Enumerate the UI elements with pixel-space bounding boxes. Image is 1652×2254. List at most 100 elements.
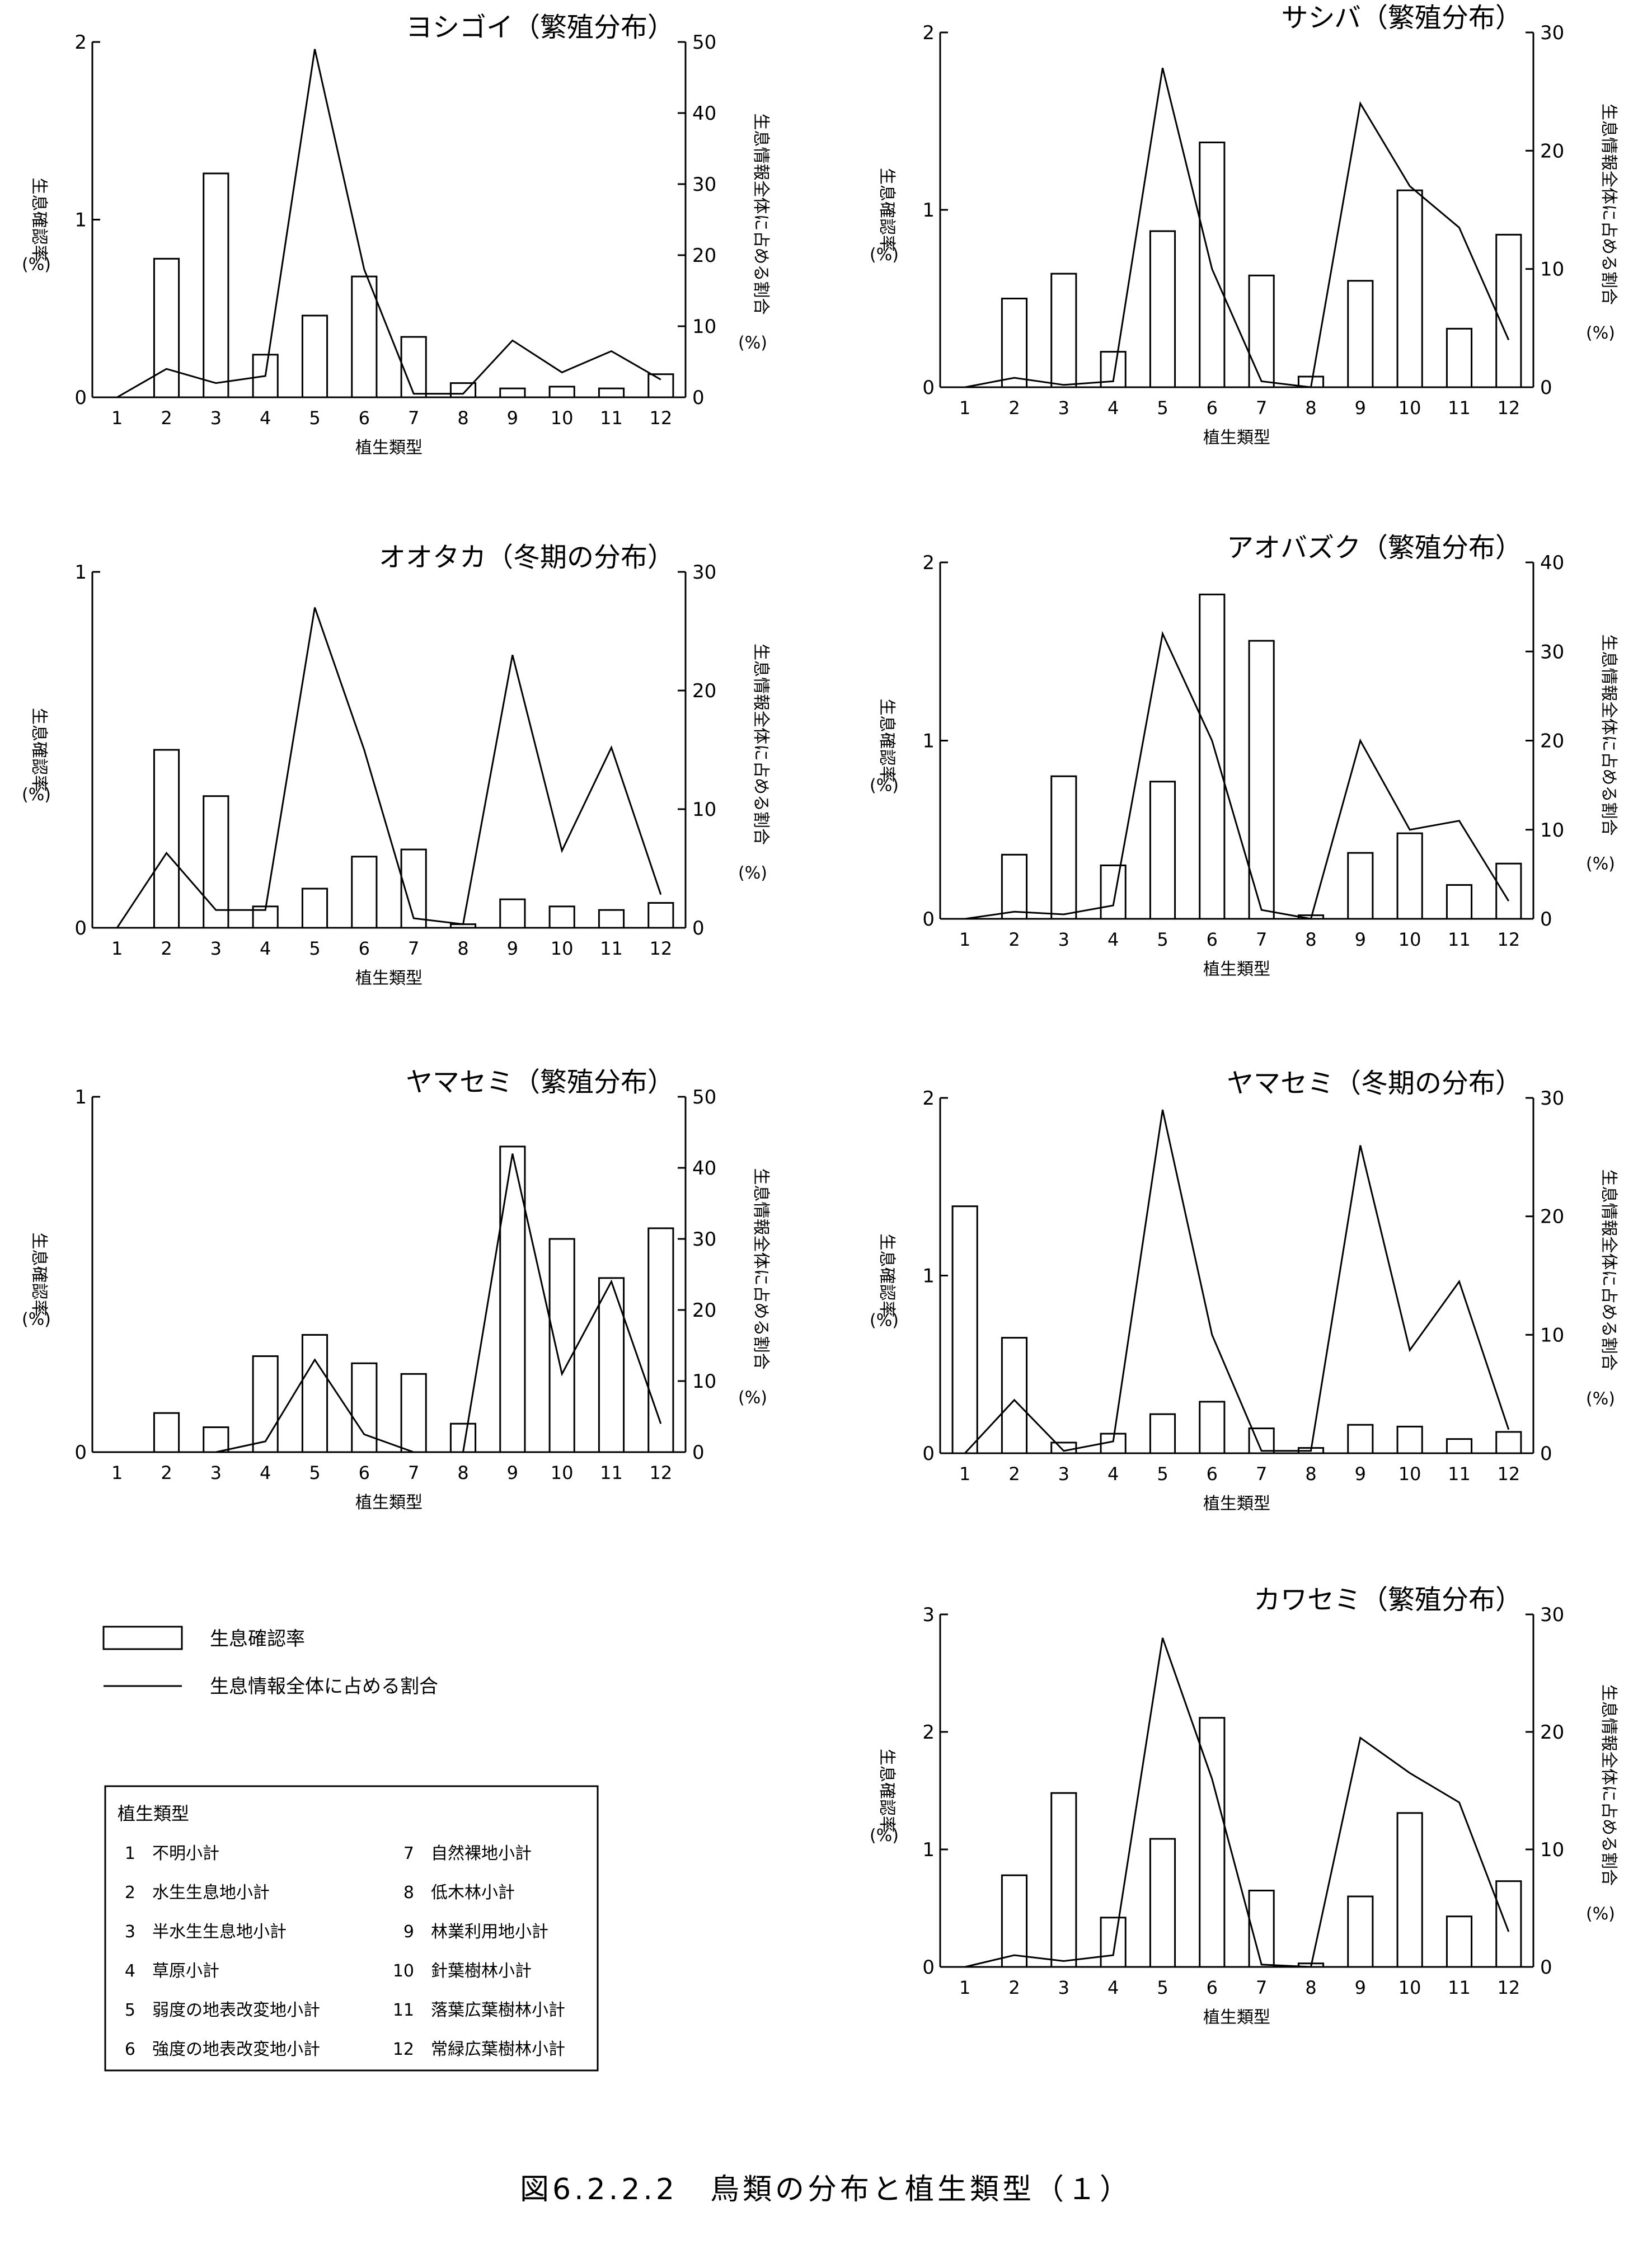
right-tick-label: 0	[1540, 1443, 1552, 1465]
bar-cat-7	[400, 1373, 427, 1453]
x-tick-label: 12	[649, 1462, 672, 1483]
x-tick-label: 6	[359, 1462, 370, 1483]
left-tick-label: 0	[922, 1956, 935, 1979]
right-y-axis-unit: (%)	[1586, 323, 1615, 343]
bar-cat-1	[951, 1205, 978, 1454]
right-y-axis-label: 生息情報全体に占める割合	[751, 644, 771, 845]
x-tick-label: 1	[959, 929, 970, 950]
x-tick-label: 6	[1207, 1463, 1218, 1485]
x-tick-label: 3	[1058, 1463, 1069, 1485]
share-line	[116, 607, 662, 928]
bar-cat-3	[203, 172, 229, 398]
bar-cat-2	[153, 257, 180, 398]
bar-cat-11	[1446, 327, 1473, 388]
x-tick-label: 6	[1207, 397, 1218, 419]
x-tick-label: 4	[260, 938, 271, 959]
bar-cat-12	[1495, 233, 1522, 388]
x-tick-label: 11	[1448, 397, 1471, 419]
x-tick-label: 8	[1305, 929, 1316, 950]
bar-cat-5	[1149, 781, 1176, 920]
x-tick-label: 12	[1497, 1463, 1520, 1485]
share-line	[116, 49, 661, 398]
right-tick-label: 30	[1540, 1087, 1564, 1110]
bar-cat-7	[1248, 274, 1275, 388]
x-tick-label: 11	[1448, 929, 1471, 950]
x-tick-label: 11	[600, 938, 623, 959]
bar-cat-6	[351, 856, 378, 929]
x-axis-label: 植生類型	[1203, 960, 1270, 979]
x-tick-label: 12	[649, 938, 672, 959]
bar-cat-2	[1001, 1337, 1028, 1454]
left-y-axis-label: 生息確認率	[877, 1234, 897, 1318]
left-tick-label: 0	[74, 1441, 87, 1464]
left-y-axis-unit: (%)	[22, 255, 51, 275]
right-tick-label: 10	[1540, 819, 1564, 842]
bar-cat-10	[1396, 1425, 1423, 1454]
bar-cat-9	[1347, 280, 1374, 388]
x-tick-label: 9	[1355, 1977, 1366, 1998]
bar-cat-2	[153, 1412, 180, 1453]
x-tick-label: 5	[309, 1462, 320, 1483]
right-tick-label: 0	[692, 917, 705, 940]
x-tick-label: 2	[1008, 1463, 1020, 1485]
x-tick-label: 9	[1355, 1463, 1366, 1485]
x-tick-label: 12	[1497, 929, 1520, 950]
x-tick-label: 7	[1256, 929, 1267, 950]
share-line	[117, 1153, 662, 1453]
left-tick-label: 0	[74, 917, 87, 940]
bar-cat-11	[598, 387, 625, 398]
bar-cat-10	[548, 386, 575, 398]
x-tick-label: 5	[1157, 929, 1168, 950]
bar-cat-10	[1396, 189, 1423, 388]
x-tick-label: 8	[1305, 1977, 1316, 1998]
left-tick-label: 1	[922, 1839, 935, 1861]
bar-cat-5	[301, 314, 328, 398]
left-tick-label: 0	[922, 908, 935, 931]
chart-title: サシバ（繁殖分布）	[1281, 2, 1522, 34]
x-tick-label: 4	[1107, 929, 1119, 950]
left-y-axis-unit: (%)	[870, 776, 899, 796]
bar-cat-10	[1396, 1812, 1423, 1968]
x-tick-label: 3	[210, 938, 222, 959]
right-y-axis-unit: (%)	[1586, 854, 1615, 874]
right-tick-label: 10	[1540, 1324, 1564, 1346]
x-tick-label: 9	[1355, 929, 1366, 950]
bar-cat-4	[252, 354, 279, 398]
right-tick-label: 0	[1540, 1956, 1552, 1979]
left-tick-label: 1	[922, 1265, 935, 1288]
x-tick-label: 7	[408, 1462, 419, 1483]
right-tick-label: 0	[692, 387, 705, 409]
chart-title: アオバズク（繁殖分布）	[1227, 532, 1522, 564]
x-tick-label: 2	[161, 407, 172, 429]
x-tick-label: 6	[359, 407, 370, 429]
x-tick-label: 10	[551, 938, 574, 959]
bar-cat-3	[203, 1426, 229, 1453]
bar-cat-11	[598, 1277, 625, 1453]
x-tick-label: 5	[1157, 1463, 1168, 1485]
x-tick-label: 12	[1497, 1977, 1520, 1998]
x-tick-label: 8	[1305, 397, 1316, 419]
x-axis-label: 植生類型	[1203, 2008, 1270, 2027]
right-tick-label: 40	[692, 102, 716, 125]
right-tick-label: 20	[1540, 1721, 1564, 1744]
x-tick-label: 11	[600, 1462, 623, 1483]
x-tick-label: 1	[959, 397, 970, 419]
right-y-axis-unit: (%)	[1586, 1904, 1615, 1924]
bar-cat-4	[252, 1355, 279, 1453]
left-tick-label: 1	[922, 199, 935, 222]
left-tick-label: 0	[922, 377, 935, 399]
x-tick-label: 10	[551, 1462, 574, 1483]
bar-cat-11	[1446, 1915, 1473, 1968]
left-y-axis-unit: (%)	[870, 1311, 899, 1331]
bar-cat-5	[1149, 1413, 1176, 1454]
right-y-axis-unit: (%)	[738, 1388, 767, 1408]
right-tick-label: 40	[1540, 552, 1564, 574]
bar-cat-7	[400, 848, 427, 929]
right-y-axis-unit: (%)	[1586, 1389, 1615, 1409]
right-y-axis-label: 生息情報全体に占める割合	[1599, 1170, 1618, 1371]
bar-cat-7	[1248, 1890, 1275, 1968]
